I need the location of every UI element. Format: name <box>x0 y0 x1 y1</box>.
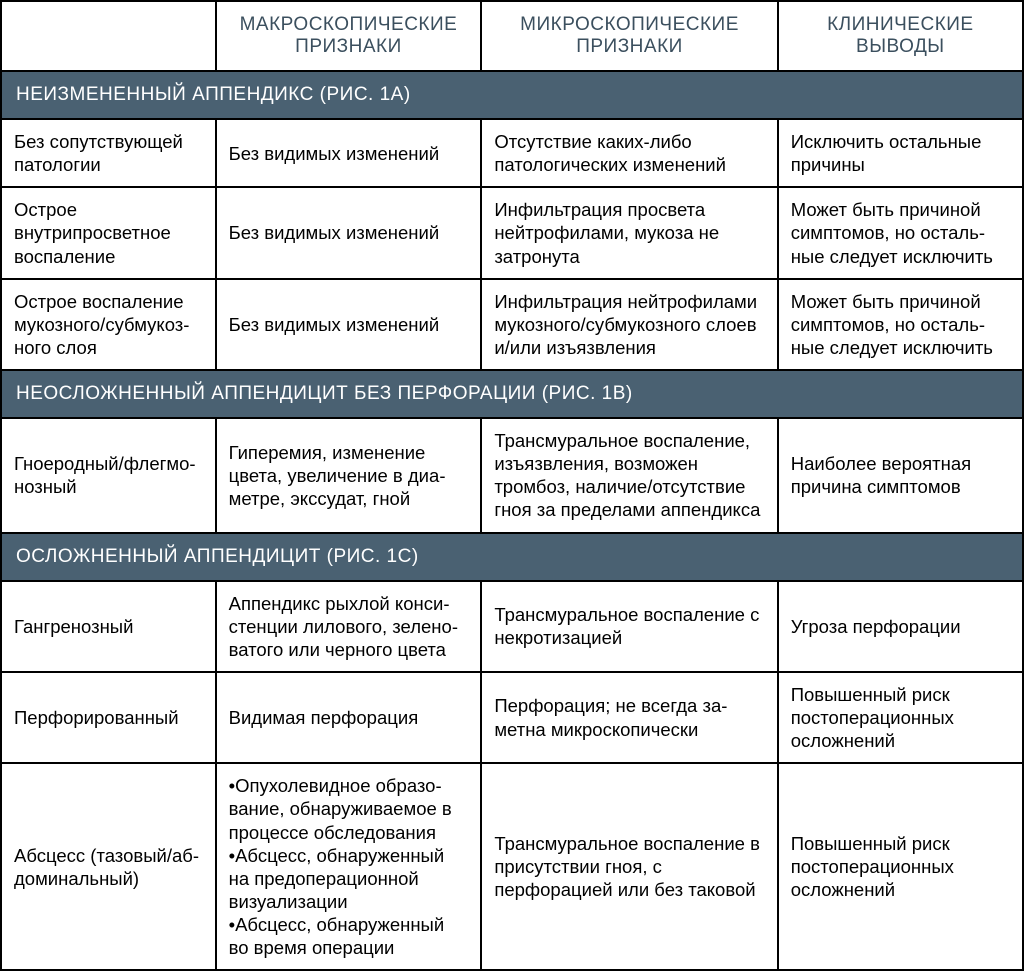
micro-cell: Отсутствие каких-либо патологических изм… <box>481 119 777 187</box>
header-row: МАКРОСКОПИЧЕСКИЕ ПРИЗНАКИ МИКРОСКОПИЧЕСК… <box>1 1 1023 71</box>
row-label: Острое внутрипросветное воспаление <box>1 187 216 278</box>
table-row: Гангренозный Аппендикс рыхлой конси­стен… <box>1 581 1023 672</box>
section-row: НЕОСЛОЖНЕННЫЙ АППЕНДИЦИТ БЕЗ ПЕРФОРАЦИИ … <box>1 370 1023 418</box>
macro-cell-bullets: •Опухолевидное образо­вание, обнаруживае… <box>216 763 482 970</box>
clinical-cell: Повышенный риск постоперационных осложне… <box>778 763 1023 970</box>
row-label: Перфорированный <box>1 672 216 763</box>
table-row: Острое воспаление мукозного/субмукоз­ног… <box>1 279 1023 370</box>
macro-cell: Без видимых изменений <box>216 187 482 278</box>
header-macro: МАКРОСКОПИЧЕСКИЕ ПРИЗНАКИ <box>216 1 482 71</box>
table-row: Абсцесс (тазовый/аб­доминальный) •Опухол… <box>1 763 1023 970</box>
header-empty <box>1 1 216 71</box>
row-label: Гноеродный/флегмо­нозный <box>1 418 216 533</box>
section-title: ОСЛОЖНЕННЫЙ АППЕНДИЦИТ (РИС. 1C) <box>1 533 1023 581</box>
table-row: Без сопутствующей патологии Без видимых … <box>1 119 1023 187</box>
macro-cell: Гиперемия, изменение цвета, увеличение в… <box>216 418 482 533</box>
header-clinical: КЛИНИЧЕСКИЕ ВЫВОДЫ <box>778 1 1023 71</box>
micro-cell: Трансмуральное воспале­ние, изъязвления,… <box>481 418 777 533</box>
clinical-cell: Может быть причиной симптомов, но осталь… <box>778 279 1023 370</box>
micro-cell: Перфорация; не всегда за­метна микроскоп… <box>481 672 777 763</box>
macro-cell: Без видимых изменений <box>216 279 482 370</box>
header-micro: МИКРОСКОПИЧЕСКИЕ ПРИЗНАКИ <box>481 1 777 71</box>
clinical-cell: Исключить остальные причины <box>778 119 1023 187</box>
clinical-cell: Может быть причиной симптомов, но осталь… <box>778 187 1023 278</box>
section-row: НЕИЗМЕНЕННЫЙ АППЕНДИКС (РИС. 1A) <box>1 71 1023 119</box>
clinical-cell: Повышенный риск постоперационных осложне… <box>778 672 1023 763</box>
row-label: Без сопутствующей патологии <box>1 119 216 187</box>
table-row: Острое внутрипросветное воспаление Без в… <box>1 187 1023 278</box>
macro-cell: Без видимых изменений <box>216 119 482 187</box>
bullet-item: •Абсцесс, обнаруженный на предоперационн… <box>229 844 469 913</box>
row-label: Острое воспаление мукозного/субмукоз­ног… <box>1 279 216 370</box>
macro-cell: Аппендикс рыхлой конси­стенции лилового,… <box>216 581 482 672</box>
micro-cell: Трансмуральное воспаление с некротизацие… <box>481 581 777 672</box>
table-row: Перфорированный Видимая перфорация Перфо… <box>1 672 1023 763</box>
bullet-item: •Абсцесс, обнаруженный во время операции <box>229 913 469 959</box>
micro-cell: Инфильтрация просвета нейтрофилами, муко… <box>481 187 777 278</box>
table-row: Гноеродный/флегмо­нозный Гиперемия, изме… <box>1 418 1023 533</box>
clinical-cell: Угроза перфорации <box>778 581 1023 672</box>
row-label: Абсцесс (тазовый/аб­доминальный) <box>1 763 216 970</box>
appendicitis-table: МАКРОСКОПИЧЕСКИЕ ПРИЗНАКИ МИКРОСКОПИЧЕСК… <box>0 0 1024 971</box>
section-title: НЕИЗМЕНЕННЫЙ АППЕНДИКС (РИС. 1A) <box>1 71 1023 119</box>
section-title: НЕОСЛОЖНЕННЫЙ АППЕНДИЦИТ БЕЗ ПЕРФОРАЦИИ … <box>1 370 1023 418</box>
macro-cell: Видимая перфорация <box>216 672 482 763</box>
micro-cell: Инфильтрация нейтрофилами мукозного/субм… <box>481 279 777 370</box>
row-label: Гангренозный <box>1 581 216 672</box>
clinical-cell: Наиболее вероятная причина симптомов <box>778 418 1023 533</box>
bullet-item: •Опухолевидное образо­вание, обнаруживае… <box>229 774 469 843</box>
micro-cell: Трансмуральное воспаление в присутствии … <box>481 763 777 970</box>
section-row: ОСЛОЖНЕННЫЙ АППЕНДИЦИТ (РИС. 1C) <box>1 533 1023 581</box>
